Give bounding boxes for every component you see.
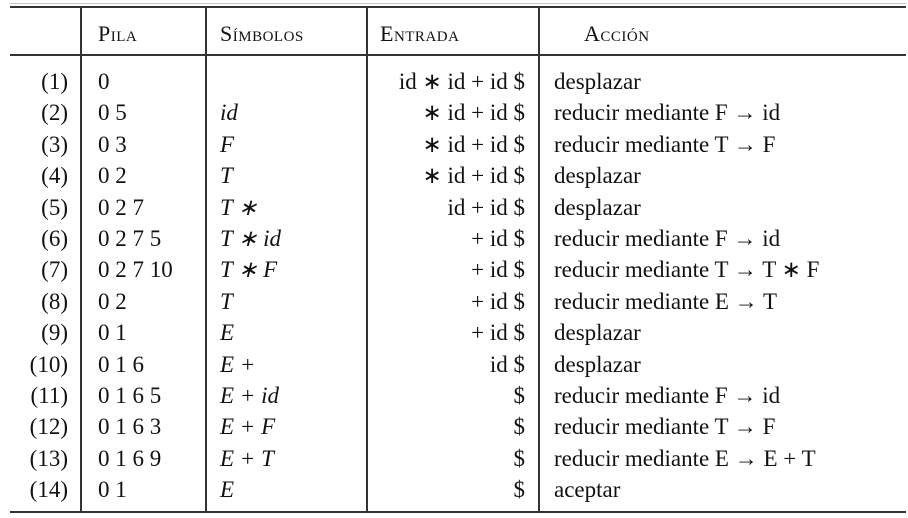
cell-pila: 0 1 6 9	[98, 445, 162, 471]
cell-simbolos: T	[220, 163, 233, 189]
table-row: (11) 0 1 6 5 E + id $ reducir mediante F → i…	[0, 381, 908, 411]
row-number: (4)	[41, 163, 68, 189]
table-row: (12) 0 1 6 3 E + F $ reducir mediante T → F	[0, 412, 908, 442]
cell-accion: reducir mediante F → id	[554, 226, 781, 251]
cell-pila: 0 2 7 5	[98, 226, 162, 251]
header-simbolos: Símbolos	[220, 21, 304, 46]
cell-accion: desplazar	[554, 351, 641, 377]
row-number: (13)	[29, 445, 68, 471]
cell-accion: desplazar	[554, 69, 641, 94]
bottom-rule	[10, 511, 906, 513]
cell-pila: 0 2 7	[98, 194, 144, 220]
cell-entrada: ∗ id + id $	[422, 131, 525, 157]
cell-pila: 0 2	[98, 163, 127, 189]
cell-simbolos: E	[220, 477, 235, 503]
cell-entrada: $	[513, 477, 526, 503]
table-row: (13) 0 1 6 9 E + T $ reducir mediante E → E …	[0, 444, 908, 474]
cell-entrada: + id $	[471, 257, 525, 283]
cell-pila: 0 5	[98, 100, 127, 126]
cell-entrada: $	[513, 383, 526, 408]
table-row: (14) 0 1 E $ aceptar	[0, 475, 908, 505]
row-number: (8)	[41, 288, 68, 314]
top-rule-thin	[10, 3, 906, 4]
cell-pila: 0 3	[98, 131, 127, 157]
cell-simbolos: T ∗	[220, 194, 258, 220]
cell-entrada: $	[513, 414, 526, 440]
cell-accion: reducir mediante T → T ∗ F	[554, 257, 820, 283]
row-number: (2)	[41, 100, 68, 126]
cell-simbolos: E	[220, 320, 235, 346]
table-row: (9) 0 1 E + id $ desplazar	[0, 318, 908, 348]
cell-accion: aceptar	[554, 477, 621, 503]
cell-pila: 0 1 6 3	[98, 414, 162, 440]
cell-accion: desplazar	[554, 163, 641, 189]
cell-entrada: id + id $	[447, 194, 525, 220]
cell-entrada: ∗ id + id $	[422, 100, 525, 126]
cell-entrada: id $	[489, 351, 525, 377]
cell-simbolos: E +	[220, 351, 256, 377]
table-row: (7) 0 2 7 10 T ∗ F + id $ reducir mediante T…	[0, 255, 908, 285]
header-entrada: Entrada	[380, 21, 460, 46]
row-number: (11)	[30, 383, 68, 408]
cell-simbolos: id	[220, 100, 238, 126]
cell-pila: 0 2	[98, 288, 127, 314]
cell-pila: 0 1 6	[98, 351, 144, 377]
cell-simbolos: T	[220, 288, 233, 314]
table-row: (3) 0 3 F ∗ id + id $ reducir mediante T → F	[0, 130, 908, 160]
table-row: (6) 0 2 7 5 T ∗ id + id $ reducir mediante F…	[0, 224, 908, 254]
cell-accion: reducir mediante T → F	[554, 414, 776, 440]
column-divider	[205, 7, 207, 512]
row-number: (3)	[41, 131, 68, 157]
cell-entrada: $	[513, 445, 526, 471]
top-rule	[10, 6, 906, 8]
cell-simbolos: E + F	[220, 414, 276, 440]
row-number: (7)	[41, 257, 68, 283]
table-row: (4) 0 2 T ∗ id + id $ desplazar	[0, 161, 908, 191]
cell-pila: 0 1 6 5	[98, 383, 162, 408]
column-divider	[366, 7, 368, 512]
table-row: (5) 0 2 7 T ∗ id + id $ desplazar	[0, 193, 908, 223]
table-row: (1) 0 id ∗ id + id $ desplazar	[0, 67, 908, 97]
table-row: (2) 0 5 id ∗ id + id $ reducir mediante F → …	[0, 98, 908, 128]
cell-accion: reducir mediante T → F	[554, 131, 776, 157]
cell-simbolos: T ∗ F	[220, 257, 278, 283]
cell-simbolos: E + id	[220, 383, 279, 408]
row-number: (6)	[41, 226, 68, 251]
cell-accion: reducir mediante F → id	[554, 100, 781, 126]
cell-simbolos: T ∗ id	[220, 226, 282, 251]
row-number: (14)	[29, 477, 68, 503]
cell-pila: 0 1	[98, 477, 127, 503]
row-number: (5)	[41, 194, 68, 220]
cell-accion: reducir mediante E → E + T	[554, 445, 816, 471]
header-accion: Acción	[584, 21, 650, 46]
cell-entrada: + id $	[471, 288, 525, 314]
cell-accion: desplazar	[554, 320, 641, 346]
column-divider	[80, 7, 82, 512]
header-rule	[10, 54, 906, 56]
cell-simbolos: E + T	[220, 445, 274, 471]
row-number: (12)	[29, 414, 68, 440]
table-row: (8) 0 2 T + id $ reducir mediante E → T	[0, 287, 908, 317]
cell-pila: 0	[98, 69, 110, 94]
cell-accion: reducir mediante F → id	[554, 383, 781, 408]
cell-entrada: + id $	[471, 226, 525, 251]
cell-pila: 0 1	[98, 320, 127, 346]
row-number: (9)	[41, 320, 68, 346]
row-number: (10)	[29, 351, 68, 377]
cell-entrada: id ∗ id + id $	[398, 69, 525, 94]
row-number: (1)	[41, 69, 68, 94]
cell-simbolos: F	[220, 131, 235, 157]
column-divider	[538, 7, 540, 512]
header-pila: Pila	[98, 21, 138, 46]
cell-pila: 0 2 7 10	[98, 257, 173, 283]
cell-entrada: + id $	[471, 320, 525, 346]
cell-accion: desplazar	[554, 194, 641, 220]
table-row: (10) 0 1 6 E + id $ desplazar	[0, 350, 908, 380]
cell-entrada: ∗ id + id $	[422, 163, 525, 189]
cell-accion: reducir mediante E → T	[554, 288, 778, 314]
